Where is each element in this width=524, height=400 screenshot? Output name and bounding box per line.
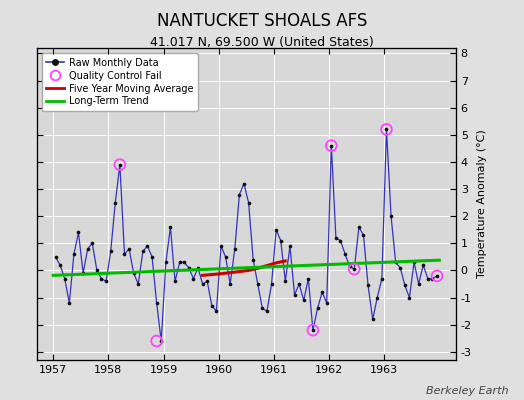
Point bbox=[387, 213, 395, 220]
Point bbox=[433, 273, 441, 279]
Point bbox=[419, 262, 428, 268]
Point bbox=[254, 281, 262, 287]
Point bbox=[405, 294, 413, 301]
Point bbox=[235, 191, 244, 198]
Point bbox=[162, 259, 170, 266]
Point bbox=[148, 254, 156, 260]
Point bbox=[249, 256, 257, 263]
Point bbox=[217, 243, 225, 249]
Point bbox=[336, 238, 345, 244]
Point bbox=[125, 246, 133, 252]
Point bbox=[286, 243, 294, 249]
Point bbox=[428, 276, 436, 282]
Point bbox=[383, 126, 391, 132]
Point bbox=[401, 282, 409, 288]
Point bbox=[199, 281, 207, 287]
Point bbox=[433, 273, 441, 279]
Text: 41.017 N, 69.500 W (United States): 41.017 N, 69.500 W (United States) bbox=[150, 36, 374, 49]
Point bbox=[194, 264, 202, 271]
Point bbox=[143, 243, 151, 249]
Point bbox=[157, 338, 166, 344]
Point bbox=[60, 276, 69, 282]
Point bbox=[184, 264, 193, 271]
Point bbox=[359, 232, 368, 238]
Point bbox=[355, 224, 363, 230]
Point bbox=[281, 278, 290, 284]
Point bbox=[350, 266, 358, 272]
Point bbox=[70, 251, 78, 257]
Point bbox=[139, 248, 147, 255]
Point bbox=[414, 281, 423, 287]
Point bbox=[313, 305, 322, 312]
Point bbox=[267, 281, 276, 287]
Point bbox=[272, 226, 280, 233]
Point bbox=[83, 246, 92, 252]
Point bbox=[171, 278, 179, 284]
Point bbox=[106, 248, 115, 255]
Point bbox=[222, 254, 230, 260]
Point bbox=[341, 251, 350, 257]
Point bbox=[51, 254, 60, 260]
Point bbox=[74, 229, 83, 236]
Point bbox=[383, 126, 391, 132]
Point bbox=[65, 300, 73, 306]
Point bbox=[208, 302, 216, 309]
Point bbox=[180, 259, 189, 266]
Point bbox=[152, 338, 161, 344]
Point bbox=[97, 276, 106, 282]
Point bbox=[327, 142, 335, 149]
Point bbox=[231, 246, 239, 252]
Point bbox=[111, 200, 119, 206]
Point bbox=[116, 162, 124, 168]
Point bbox=[93, 267, 101, 274]
Point bbox=[121, 251, 129, 257]
Point bbox=[88, 240, 96, 246]
Point bbox=[364, 282, 372, 288]
Point bbox=[166, 224, 174, 230]
Text: NANTUCKET SHOALS AFS: NANTUCKET SHOALS AFS bbox=[157, 12, 367, 30]
Point bbox=[424, 276, 432, 282]
Point bbox=[56, 262, 64, 268]
Point bbox=[322, 300, 331, 306]
Point bbox=[258, 305, 267, 312]
Point bbox=[203, 278, 211, 284]
Point bbox=[396, 264, 405, 271]
Point bbox=[300, 297, 308, 304]
Point bbox=[240, 180, 248, 187]
Point bbox=[332, 235, 340, 241]
Point bbox=[295, 281, 303, 287]
Point bbox=[129, 270, 138, 276]
Point bbox=[244, 200, 253, 206]
Point bbox=[410, 259, 418, 266]
Point bbox=[102, 278, 110, 284]
Y-axis label: Temperature Anomaly (°C): Temperature Anomaly (°C) bbox=[477, 130, 487, 278]
Point bbox=[350, 266, 358, 272]
Point bbox=[309, 327, 317, 333]
Point bbox=[176, 259, 184, 266]
Legend: Raw Monthly Data, Quality Control Fail, Five Year Moving Average, Long-Term Tren: Raw Monthly Data, Quality Control Fail, … bbox=[41, 53, 198, 111]
Point bbox=[263, 308, 271, 314]
Point bbox=[116, 162, 124, 168]
Point bbox=[212, 308, 221, 314]
Point bbox=[79, 270, 88, 276]
Text: Berkeley Earth: Berkeley Earth bbox=[426, 386, 508, 396]
Point bbox=[152, 300, 161, 306]
Point bbox=[373, 294, 381, 301]
Point bbox=[277, 238, 285, 244]
Point bbox=[327, 142, 335, 149]
Point bbox=[368, 316, 377, 322]
Point bbox=[226, 281, 234, 287]
Point bbox=[290, 292, 299, 298]
Point bbox=[378, 276, 386, 282]
Point bbox=[134, 281, 143, 287]
Point bbox=[304, 276, 312, 282]
Point bbox=[391, 259, 400, 266]
Point bbox=[189, 276, 198, 282]
Point bbox=[345, 263, 354, 270]
Point bbox=[318, 289, 326, 295]
Point bbox=[309, 327, 317, 333]
